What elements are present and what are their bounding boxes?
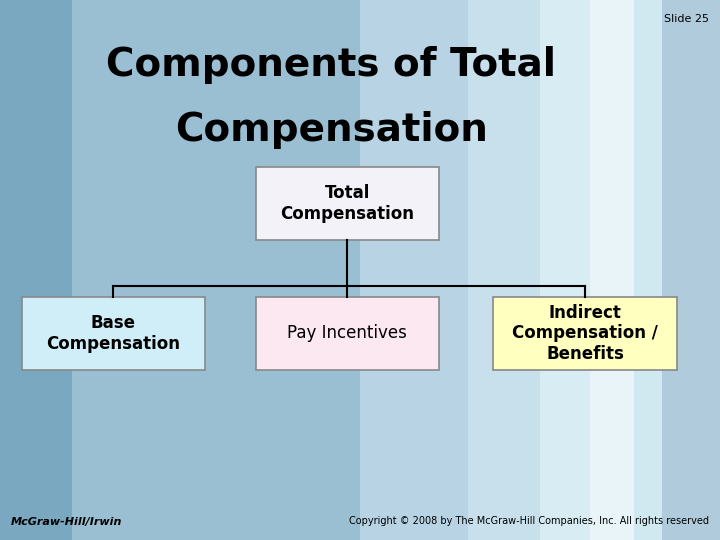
Text: Total
Compensation: Total Compensation: [280, 185, 415, 223]
Text: Indirect
Compensation /
Benefits: Indirect Compensation / Benefits: [512, 303, 658, 363]
Text: McGraw-Hill/Irwin: McGraw-Hill/Irwin: [11, 516, 122, 526]
Text: Slide 25: Slide 25: [665, 14, 709, 24]
Text: Copyright © 2008 by The McGraw-Hill Companies, Inc. All rights reserved: Copyright © 2008 by The McGraw-Hill Comp…: [349, 516, 709, 526]
Text: Base
Compensation: Base Compensation: [46, 314, 181, 353]
FancyBboxPatch shape: [256, 167, 439, 240]
FancyBboxPatch shape: [493, 297, 677, 370]
FancyBboxPatch shape: [256, 297, 439, 370]
Text: Components of Total: Components of Total: [107, 46, 557, 84]
FancyBboxPatch shape: [22, 297, 205, 370]
Text: Compensation: Compensation: [175, 111, 487, 148]
Text: Pay Incentives: Pay Incentives: [287, 325, 408, 342]
